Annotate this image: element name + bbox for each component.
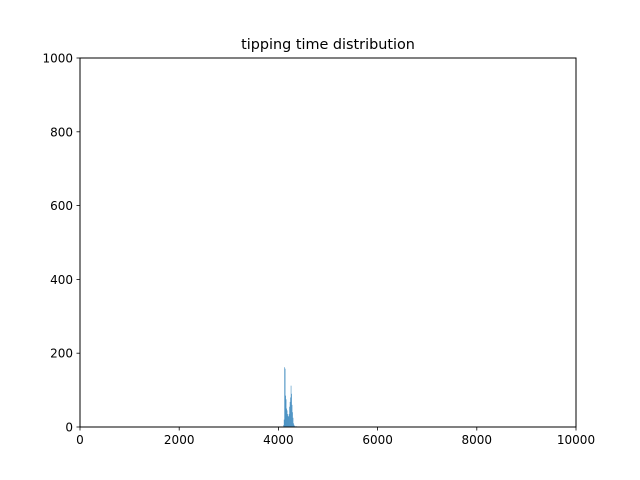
x-tick-label: 0 [76,433,84,447]
histogram-bar [291,404,293,427]
histogram-bar [286,408,287,427]
x-tick-label: 6000 [362,433,393,447]
histogram-bar [292,417,294,427]
y-tick-label: 1000 [42,52,73,66]
histogram-bar [291,393,292,427]
x-axis: 0 2000 4000 6000 8000 10000 [76,427,595,447]
histogram-bar [288,416,289,427]
x-tick-label: 4000 [263,433,294,447]
histogram-bar [285,395,286,427]
histogram-bar [293,424,295,427]
histogram-bar [283,425,284,427]
histogram-bar [285,399,287,427]
histogram-bar [292,412,293,427]
y-tick-label: 400 [50,273,73,287]
y-tick-label: 600 [50,199,73,213]
histogram-bar [287,415,289,427]
y-tick-label: 800 [50,125,73,139]
histogram-bar [284,367,285,427]
histogram-bar [293,423,294,427]
histogram-bar [287,414,288,427]
y-axis: 0 200 400 600 800 1000 [42,52,80,435]
histogram-bar [290,385,292,427]
histogram-bar [284,368,286,427]
y-tick-label: 0 [65,421,73,435]
x-tick-label: 10000 [557,433,595,447]
y-tick-label: 200 [50,347,73,361]
chart-title: tipping time distribution [241,37,415,53]
histogram-bar [286,410,288,427]
histogram-bar [288,414,290,427]
histogram-bar [283,419,285,427]
histogram-bar [289,406,290,427]
bars-group [283,367,302,427]
histogram-bar [289,401,291,427]
x-tick-label: 2000 [164,433,195,447]
histogram-bar [290,397,291,427]
histogram-bar [294,425,295,427]
plot-frame [79,57,577,428]
x-tick-label: 8000 [462,433,493,447]
